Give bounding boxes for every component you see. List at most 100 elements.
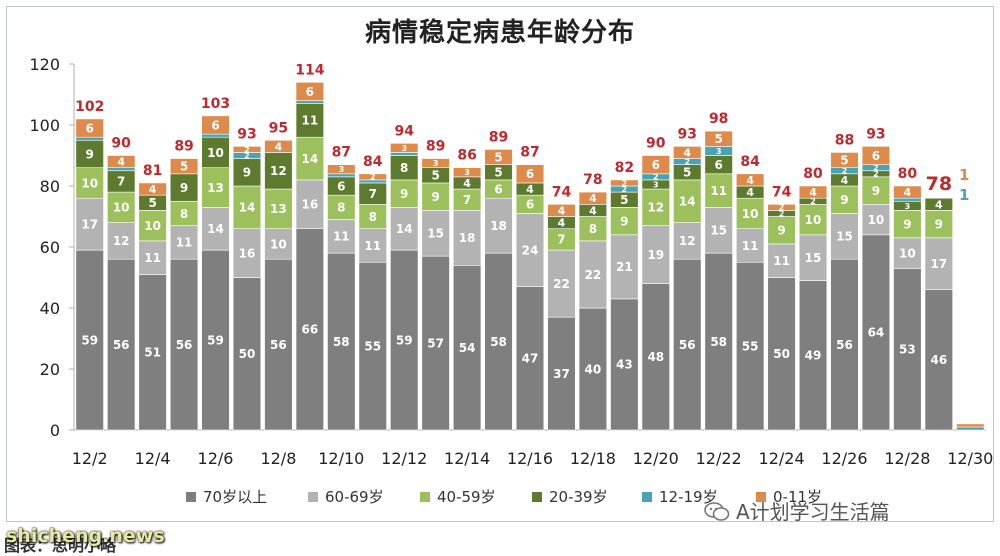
data-label: 15: [836, 230, 853, 244]
x-tick-label: 12/18: [570, 449, 616, 468]
data-label: 4: [117, 156, 125, 169]
data-label: 11: [364, 239, 381, 253]
x-tick-label: 12/14: [444, 449, 490, 468]
data-label: 4: [149, 183, 157, 196]
data-label: 2: [370, 173, 376, 182]
data-label: 4: [935, 198, 943, 211]
total-label: 74: [552, 184, 572, 200]
bar-segment: [798, 280, 828, 431]
data-label: 51: [144, 346, 161, 360]
data-label: 9: [777, 224, 785, 238]
bar-segment: [515, 213, 545, 287]
data-label: 21: [616, 260, 633, 274]
bar-segment: [295, 100, 324, 104]
total-label: 74: [772, 184, 792, 200]
total-label: 82: [615, 160, 634, 176]
watermark-text: A计划学习生活篇: [736, 500, 890, 524]
data-label: 4: [463, 177, 471, 190]
data-label: 5: [180, 159, 188, 173]
data-label: 17: [81, 217, 98, 231]
data-label: 14: [302, 152, 319, 166]
total-label: 89: [489, 129, 508, 145]
data-label: 24: [522, 243, 539, 257]
data-label: 9: [872, 184, 880, 198]
total-label: 93: [677, 126, 696, 142]
bar-segment: [232, 185, 262, 230]
x-tick-label: 12/22: [696, 449, 742, 468]
data-label: 2: [873, 170, 879, 179]
bar-segment: [327, 173, 356, 178]
x-tick-label: 12/28: [884, 449, 930, 468]
data-label: 22: [553, 277, 570, 291]
data-label: 56: [836, 338, 853, 352]
data-label: 2: [779, 203, 785, 212]
data-label: 9: [180, 181, 188, 195]
overlay-text: shicheng.news: [6, 525, 165, 547]
data-label: 37: [553, 367, 570, 381]
x-tick-label: 12/16: [507, 449, 553, 468]
data-label: 2: [842, 167, 848, 176]
bar-segment: [295, 228, 324, 431]
data-label: 8: [589, 222, 597, 236]
bar-segment: [736, 261, 765, 431]
legend-item-12-19: 12-19岁: [642, 486, 718, 507]
y-tick-label: 0: [50, 421, 60, 440]
data-label: 10: [742, 207, 759, 221]
bar-segment: [169, 225, 199, 260]
data-label: 15: [427, 227, 444, 241]
x-tick-label: 12/12: [381, 449, 427, 468]
data-label: 6: [306, 85, 314, 99]
bar-segment: [610, 179, 639, 187]
total-label: 114: [295, 62, 324, 78]
data-label: 4: [558, 217, 566, 230]
bar-segment: [107, 191, 136, 223]
bar-segment: [327, 164, 356, 175]
bar-segment: [75, 136, 104, 141]
data-label: 64: [868, 326, 885, 340]
data-label: 43: [616, 358, 633, 372]
bar-segment: [578, 216, 608, 242]
bar-segment: [767, 243, 796, 278]
legend-swatch: [308, 492, 318, 502]
data-label: 10: [805, 213, 822, 227]
total-label: 81: [143, 163, 162, 179]
data-label: 7: [117, 175, 125, 189]
data-label: 9: [400, 187, 408, 201]
data-label: 22: [585, 268, 602, 282]
data-label: 14: [679, 195, 696, 209]
total-label: 88: [835, 132, 854, 148]
bar-segment: [861, 234, 891, 431]
data-label: 55: [742, 339, 759, 353]
data-label: 7: [463, 193, 471, 207]
bar-segment: [138, 240, 167, 275]
bar-segment: [327, 252, 356, 431]
bar-segment: [421, 182, 450, 211]
bar-segment: [893, 268, 922, 431]
data-label: 50: [239, 347, 256, 361]
total-label: 87: [520, 145, 539, 161]
caption: 图表：思明小略: [4, 536, 117, 555]
bar-segment: [327, 219, 356, 254]
bar-segment: [232, 277, 262, 431]
data-label: 5: [431, 169, 439, 183]
bar-segment: [673, 222, 702, 260]
bar-segment: [798, 234, 828, 281]
data-label: 2: [779, 209, 785, 218]
bar-segment: [641, 188, 670, 226]
x-tick-label: 12/20: [633, 449, 679, 468]
legend-swatch: [420, 492, 430, 502]
bar-segment: [641, 155, 670, 175]
data-label: 9: [620, 214, 628, 228]
data-label: 10: [868, 213, 885, 227]
data-label: 11: [333, 230, 350, 244]
data-label: 15: [805, 251, 822, 265]
chart-title: 病情稳定病患年龄分布: [364, 18, 635, 48]
data-label: 11: [144, 251, 161, 265]
total-label: 102: [75, 99, 104, 115]
data-label: 6: [211, 118, 219, 132]
bar-segment: [107, 258, 136, 431]
bar-segment: [704, 207, 733, 254]
bar-segment: [956, 423, 985, 428]
bar-segment: [390, 249, 419, 431]
